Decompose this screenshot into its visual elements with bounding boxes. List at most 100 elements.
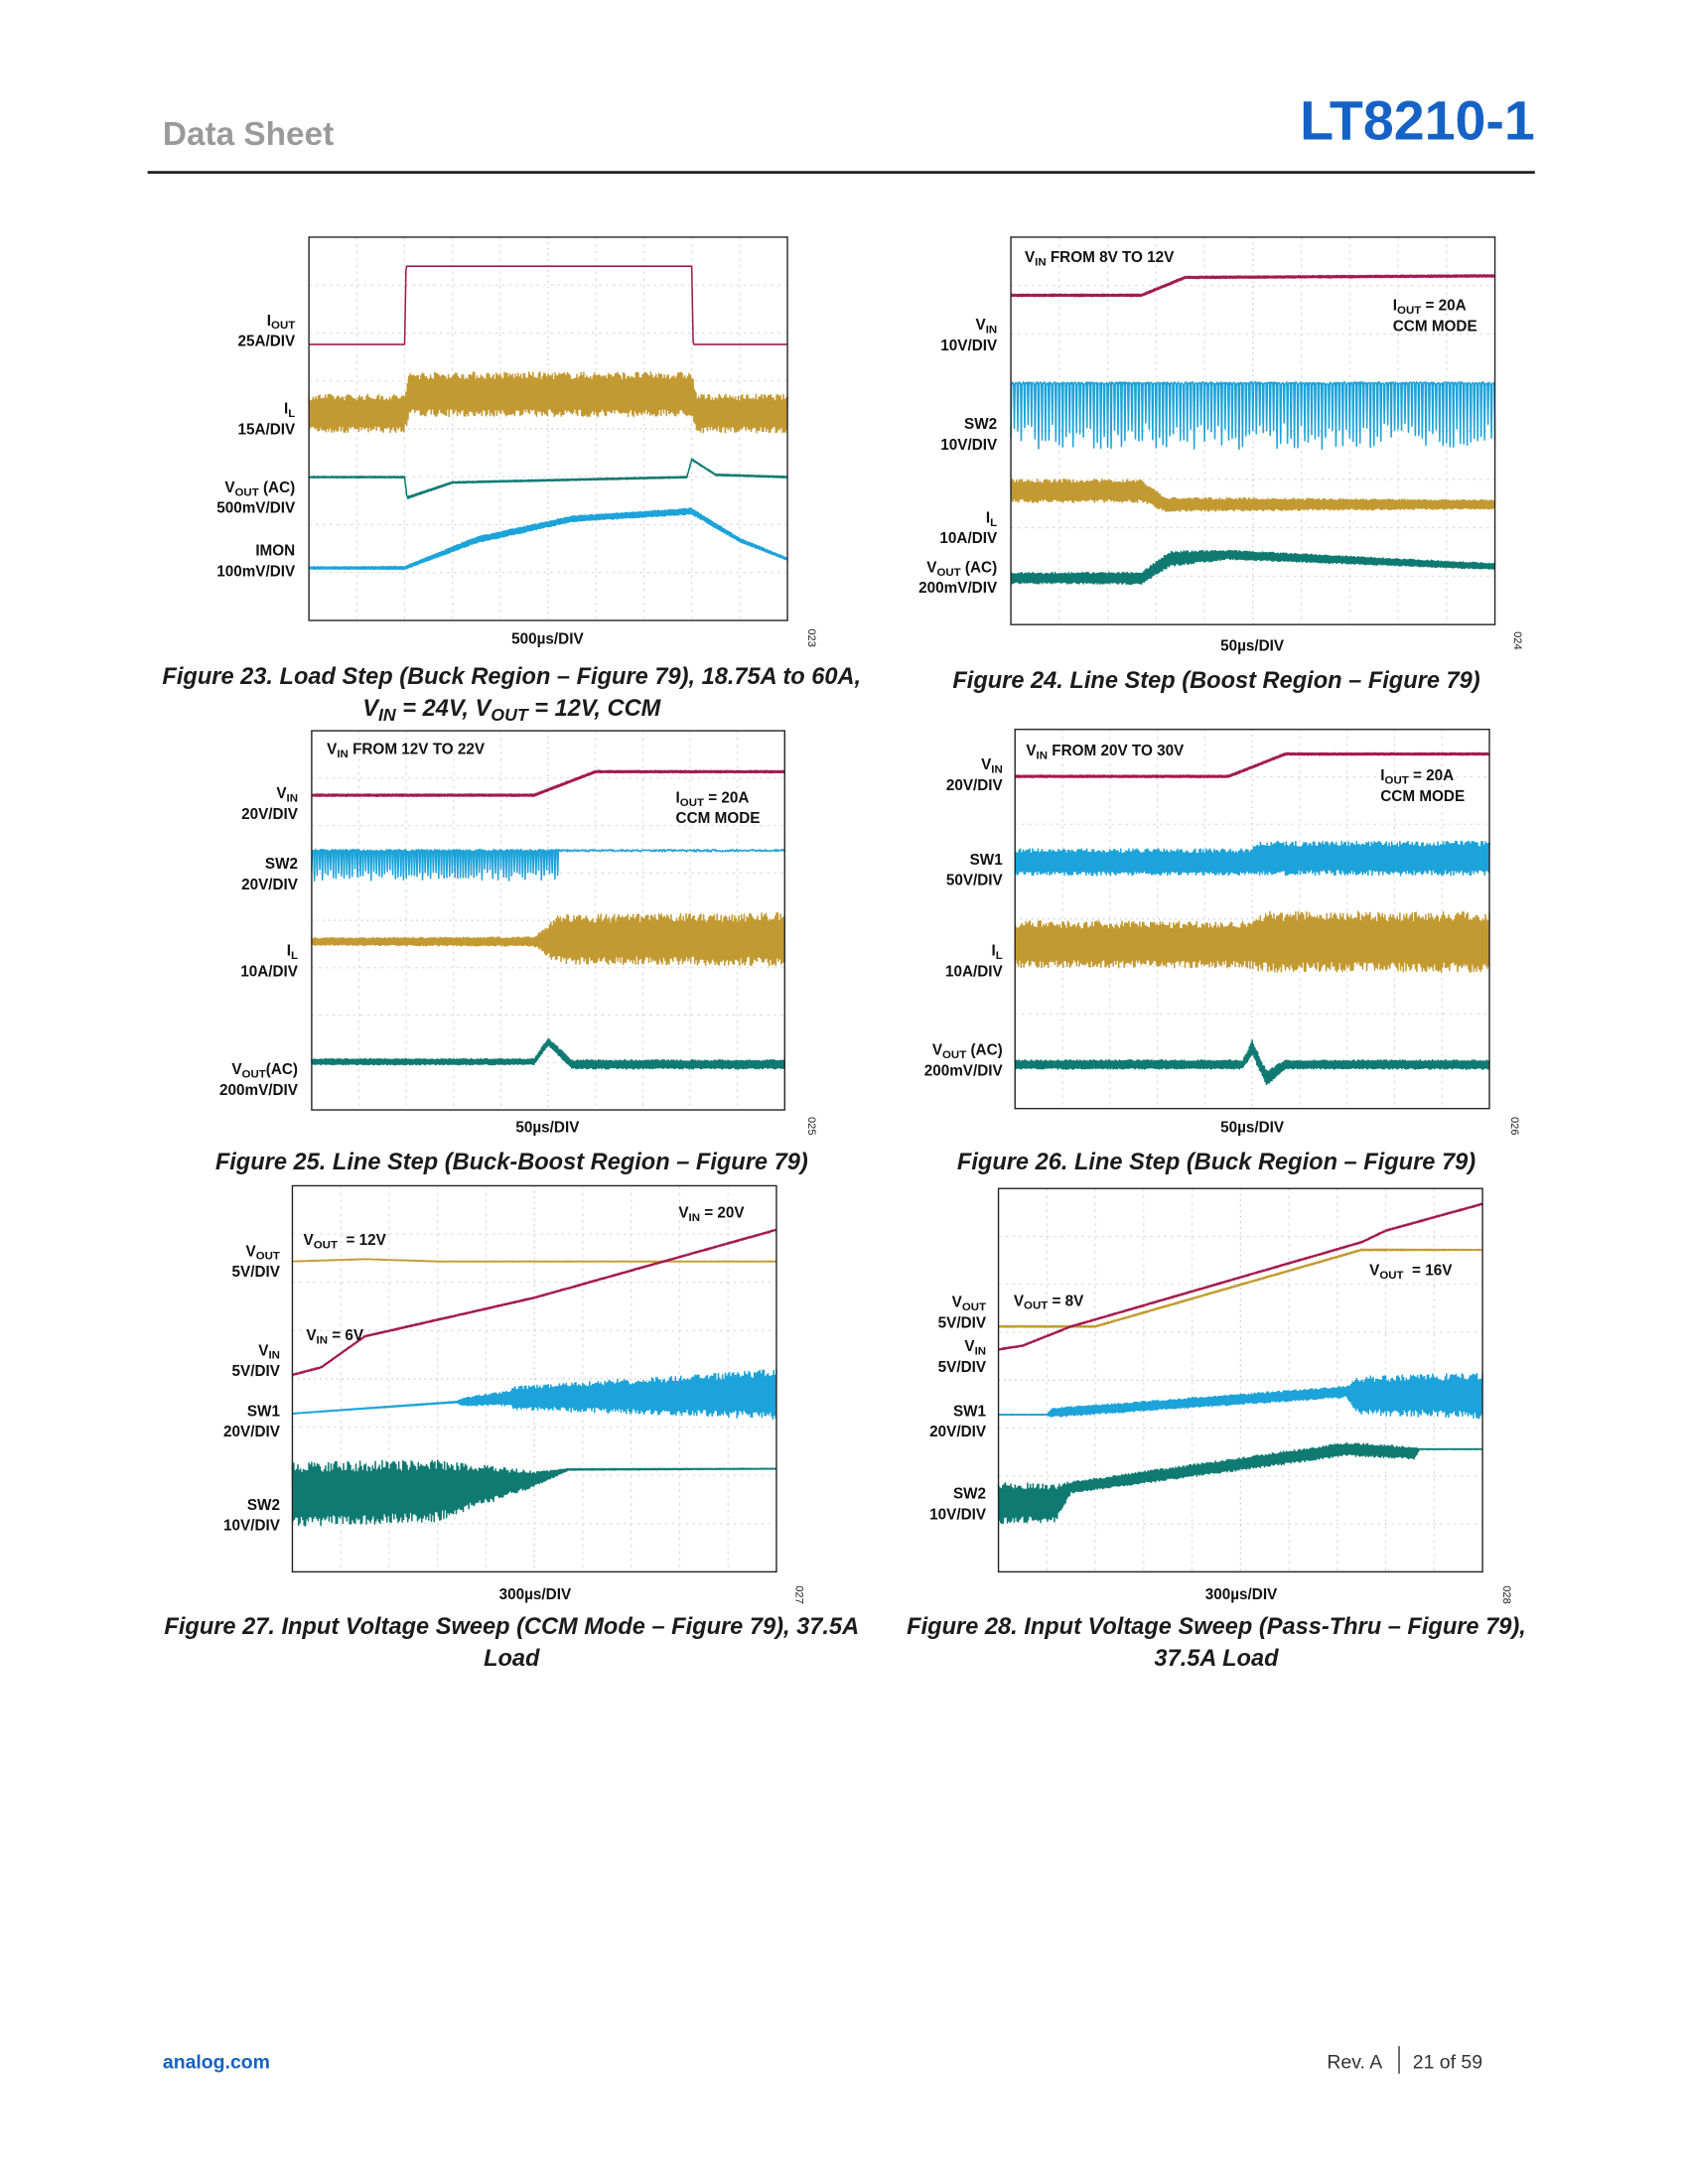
text-part: Figure 26. Line Step (Buck Region – Figu… [956,1148,1477,1175]
waveform [308,458,788,499]
subscript: L [290,949,298,962]
channel-scale: 5V/DIV [937,1315,987,1332]
channel-scale: 5V/DIV [231,1264,280,1282]
caption-line: 37.5A Load [802,1642,1629,1674]
channel-name: VIN [938,1337,986,1358]
text-part: V [276,785,287,803]
annotation-line: VOUT = 12V [304,1231,386,1252]
figure-caption: Figure 24. Line Step (Boost Region – Fig… [802,664,1629,696]
text-part: V [258,1342,269,1360]
waveform [1014,840,1490,877]
caption-line: Figure 23. Load Step (Buck Region – Figu… [98,660,925,692]
channel-name: IOUT [237,312,295,333]
channel-name: SW1 [929,1403,986,1424]
channel-name: SW2 [940,415,997,436]
scope-frame [997,1187,1483,1573]
channel-label: SW2 10V/DIV [223,1496,280,1538]
annotation-line: VOUT = 8V [1014,1292,1084,1312]
channel-label: VIN 5V/DIV [938,1337,986,1379]
channel-name: IL [240,942,298,963]
waveform [997,1441,1483,1525]
text-part: SW2 [246,1497,280,1515]
subscript: IN [991,762,1003,776]
timebase: 50µs/DIV [515,1119,580,1137]
annotation-line: IOUT = 20A [676,788,761,809]
text-part: = 20A [704,789,750,807]
text-part: SW1 [952,1403,987,1421]
text-part: V [306,1327,317,1345]
channel-label: IMON 100mV/DIV [216,542,295,584]
text-part: V [926,559,937,577]
text-part: V [303,1232,314,1250]
channel-label: VIN 20V/DIV [946,755,1003,797]
timebase: 50µs/DIV [1220,638,1285,655]
subscript: IN [377,704,396,726]
channel-scale: 20V/DIV [945,777,1003,795]
annotation-line: IOUT = 20A [1393,297,1477,318]
caption-line: Figure 25. Line Step (Buck-Boost Region … [98,1146,925,1177]
waveform [1010,478,1496,512]
text-part: Figure 24. Line Step (Boost Region – Fig… [952,667,1480,694]
figure-id: 025 [805,1117,818,1136]
annotation-line: VIN FROM 20V TO 30V [1026,742,1184,762]
timebase: 300µs/DIV [498,1586,572,1604]
annotation: VOUT = 16V [1369,1262,1452,1283]
channel-scale: 10V/DIV [929,1507,987,1524]
text-part: I [266,313,272,330]
text-part: SW1 [246,1403,280,1421]
channel-scale: 20V/DIV [241,806,298,824]
waveform [309,265,788,345]
waveform [311,911,786,967]
channel-scale: 10A/DIV [939,530,998,548]
channel-label: VOUT (AC) 500mV/DIV [216,478,295,520]
text-part: V [327,742,338,758]
channel-scale: 200mV/DIV [219,1082,298,1099]
revision: Rev. A [1327,2050,1383,2073]
text-part: = 24V, V [395,695,492,722]
section-title: Data Sheet [162,115,335,154]
figure-id: 027 [792,1585,806,1604]
channel-label: VIN 5V/DIV [232,1341,280,1383]
waveform [311,769,785,797]
annotation: IOUT = 20A CCM MODE [1393,297,1477,339]
text-part: = 20A [1408,767,1455,785]
text-part: V [1369,1263,1380,1280]
annotation: VIN FROM 8V TO 12V [1025,248,1174,269]
subscript: OUT [936,566,961,579]
text-part: V [951,1295,962,1311]
text-part: CCM MODE [1392,318,1477,336]
channel-scale: 20V/DIV [929,1424,987,1441]
text-part: FROM 8V TO 12V [1046,249,1175,267]
channel-scale: 5V/DIV [231,1363,280,1381]
channel-scale: 10V/DIV [223,1518,280,1535]
subscript: OUT [234,485,259,499]
figure-caption: Figure 23. Load Step (Buck Region – Figu… [98,660,925,724]
text-part: = 8V [1048,1293,1084,1310]
text-part: V [678,1204,689,1222]
text-part: I [1380,767,1385,785]
channel-label: SW1 50V/DIV [946,851,1003,892]
text-part: Figure 25. Line Step (Buck-Boost Region … [214,1148,808,1175]
text-part: FROM 20V TO 30V [1047,743,1185,760]
annotation-line: VIN FROM 8V TO 12V [1025,248,1174,269]
subscript: OUT [1397,304,1422,317]
channel-label: VOUT (AC) 200mV/DIV [924,1041,1003,1083]
text-part: CCM MODE [675,810,761,828]
text-part: = 20A [1421,298,1467,315]
channel-name: VIN [940,316,998,337]
annotation: VOUT = 8V [1014,1292,1084,1312]
waveform [291,1369,777,1421]
channel-label: SW2 10V/DIV [929,1485,986,1527]
subscript: IN [1035,255,1047,269]
annotation-line: VIN = 6V [306,1326,363,1347]
channel-name: VIN [241,784,298,805]
channel-name: SW2 [929,1485,986,1506]
channel-name: SW1 [946,851,1003,872]
subscript: OUT [679,796,705,809]
subscript: OUT [942,1048,967,1061]
channel-scale: 200mV/DIV [918,580,998,598]
channel-scale: 50V/DIV [945,873,1003,889]
